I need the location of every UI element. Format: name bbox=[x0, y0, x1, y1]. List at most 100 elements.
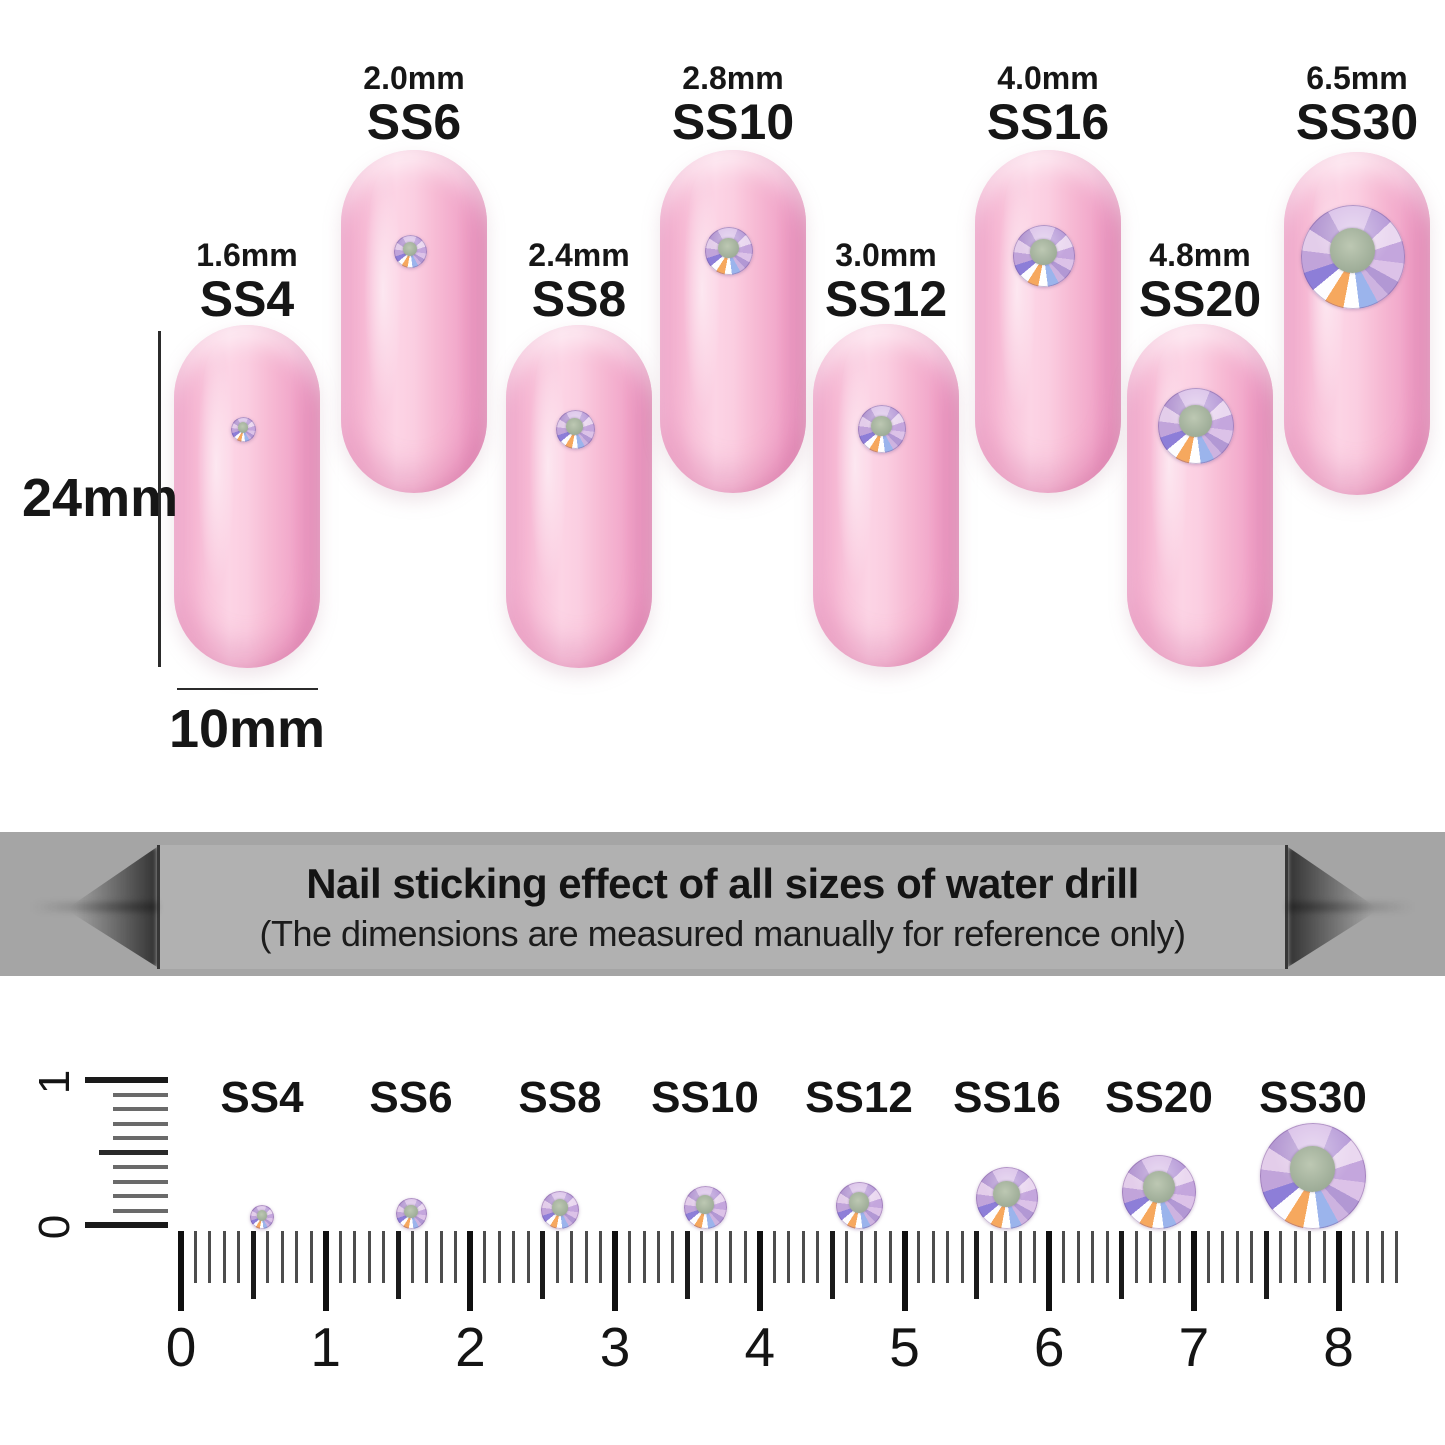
vertical-ruler-tick bbox=[113, 1136, 168, 1140]
ruler-number-1: 1 bbox=[310, 1316, 341, 1378]
ruler-tick-cm bbox=[1004, 1231, 1008, 1283]
ruler-gem-label-ss30: SS30 bbox=[1259, 1073, 1367, 1122]
diameter-mm-label: 6.5mm bbox=[1306, 60, 1408, 96]
ss-size-label: SS30 bbox=[1295, 94, 1419, 150]
ruler-number-2: 2 bbox=[455, 1316, 486, 1378]
ruler-tick-cm bbox=[612, 1231, 619, 1311]
ruler-gem-label-ss10: SS10 bbox=[651, 1073, 759, 1122]
nail-size-label-ss12: 3.0mm SS12 bbox=[776, 239, 996, 324]
vertical-ruler-number-0: 0 bbox=[30, 1214, 79, 1240]
ruler-tick-cm bbox=[671, 1231, 675, 1283]
ruler-tick-cm bbox=[222, 1231, 226, 1283]
nail-width-label: 10mm bbox=[168, 699, 326, 759]
ruler-tick-cm bbox=[555, 1231, 559, 1283]
ruler-number-8: 8 bbox=[1323, 1316, 1354, 1378]
ruler-gem-ss12 bbox=[835, 1182, 883, 1229]
ruler-tick-cm bbox=[309, 1231, 313, 1283]
nail-size-label-ss20: 4.8mm SS20 bbox=[1090, 239, 1310, 324]
ruler-tick-cm bbox=[743, 1231, 747, 1283]
ruler-tick-cm bbox=[628, 1231, 632, 1283]
diameter-mm-label: 4.8mm bbox=[1149, 237, 1251, 273]
ribbon-streak-left bbox=[32, 902, 157, 912]
nail-size-label-ss30: 6.5mm SS30 bbox=[1247, 62, 1445, 147]
nail-gem-ss20 bbox=[1158, 388, 1234, 464]
ruler-tick-cm bbox=[801, 1231, 805, 1283]
ruler-tick-cm bbox=[1351, 1231, 1355, 1283]
ruler-tick-cm bbox=[888, 1231, 892, 1283]
ruler-gem-ss20 bbox=[1122, 1155, 1196, 1229]
ruler-tick-cm bbox=[684, 1231, 690, 1299]
ruler-tick-cm bbox=[931, 1231, 935, 1283]
ruler-gem-label-ss6: SS6 bbox=[369, 1073, 453, 1122]
ss-size-label: SS16 bbox=[986, 94, 1110, 150]
ss-size-label: SS10 bbox=[671, 94, 795, 150]
ruler-tick-cm bbox=[1177, 1231, 1181, 1283]
ruler-tick-cm bbox=[1279, 1231, 1283, 1283]
vertical-ruler-tick bbox=[99, 1150, 168, 1155]
ruler-number-3: 3 bbox=[599, 1316, 631, 1378]
ruler-tick-cm bbox=[395, 1231, 401, 1299]
ruler-tick-cm bbox=[960, 1231, 964, 1283]
vertical-ruler-tick bbox=[113, 1165, 168, 1169]
ss-size-label: SS8 bbox=[531, 271, 627, 327]
nail-size-label-ss6: 2.0mm SS6 bbox=[304, 62, 524, 147]
ruler-tick-cm bbox=[1134, 1231, 1138, 1283]
ruler-tick-cm bbox=[845, 1231, 849, 1283]
ruler-tick-cm bbox=[382, 1231, 386, 1283]
nail-height-label: 24mm bbox=[22, 468, 179, 528]
ruler-tick-cm bbox=[467, 1231, 474, 1311]
banner-panel: Nail sticking effect of all sizes of wat… bbox=[157, 845, 1288, 969]
ruler-tick-cm bbox=[729, 1231, 733, 1283]
ruler-tick-cm bbox=[540, 1231, 546, 1299]
nail-ss20 bbox=[1127, 324, 1273, 667]
diameter-mm-label: 2.0mm bbox=[363, 60, 465, 96]
nail-size-label-ss4: 1.6mm SS4 bbox=[137, 239, 357, 324]
ruler-number-7: 7 bbox=[1178, 1316, 1210, 1378]
ruler-tick-cm bbox=[756, 1231, 763, 1311]
ruler-tick-cm bbox=[425, 1231, 429, 1283]
ruler-tick-cm bbox=[280, 1231, 284, 1283]
diameter-mm-label: 2.4mm bbox=[528, 237, 630, 273]
diameter-mm-label: 3.0mm bbox=[835, 237, 937, 273]
vertical-ruler-tick bbox=[113, 1208, 168, 1213]
vertical-ruler-tick bbox=[85, 1077, 168, 1083]
ruler-tick-cm bbox=[1033, 1231, 1037, 1283]
nail-size-label-ss8: 2.4mm SS8 bbox=[469, 239, 689, 324]
ruler-tick-cm bbox=[1380, 1231, 1384, 1283]
ruler-tick-cm bbox=[787, 1231, 791, 1283]
ruler-tick-cm bbox=[570, 1231, 574, 1283]
ruler-tick-cm bbox=[237, 1231, 241, 1283]
ruler-tick-cm bbox=[1322, 1231, 1326, 1283]
banner-subtitle: (The dimensions are measured manually fo… bbox=[259, 913, 1186, 955]
ruler-tick-cm bbox=[367, 1231, 371, 1283]
ruler-tick-cm bbox=[178, 1231, 184, 1311]
nail-height-line bbox=[158, 331, 161, 667]
ruler-gem-label-ss12: SS12 bbox=[805, 1073, 913, 1122]
ruler-gem-label-ss20: SS20 bbox=[1105, 1073, 1213, 1122]
ruler-tick-cm bbox=[901, 1231, 908, 1311]
ruler-tick-cm bbox=[1293, 1231, 1297, 1283]
ruler-tick-cm bbox=[322, 1231, 329, 1311]
nail-size-label-ss10: 2.8mm SS10 bbox=[623, 62, 843, 147]
ss-size-label: SS20 bbox=[1138, 271, 1262, 327]
ruler-tick-cm bbox=[917, 1231, 921, 1283]
nail-gem-ss8 bbox=[555, 409, 595, 449]
ruler-gem-label-ss4: SS4 bbox=[220, 1073, 304, 1122]
banner-band: Nail sticking effect of all sizes of wat… bbox=[0, 832, 1445, 976]
ruler-number-4: 4 bbox=[744, 1316, 776, 1378]
ruler-tick-cm bbox=[874, 1231, 878, 1283]
ruler-tick-cm bbox=[497, 1231, 501, 1283]
ss-size-label: SS12 bbox=[824, 271, 948, 327]
ruler-gem-ss4 bbox=[250, 1205, 274, 1229]
ss-size-label: SS6 bbox=[366, 94, 462, 150]
ruler-tick-cm bbox=[1105, 1231, 1109, 1283]
ruler-tick-cm bbox=[1221, 1231, 1225, 1283]
ruler-tick-cm bbox=[338, 1231, 342, 1283]
ruler-gem-ss30 bbox=[1260, 1123, 1366, 1229]
nail-gem-ss10 bbox=[705, 227, 753, 275]
nail-ss30 bbox=[1284, 152, 1430, 495]
ruler-tick-cm bbox=[439, 1231, 443, 1283]
nail-ss10 bbox=[660, 150, 806, 493]
ruler-tick-cm bbox=[1148, 1231, 1152, 1283]
